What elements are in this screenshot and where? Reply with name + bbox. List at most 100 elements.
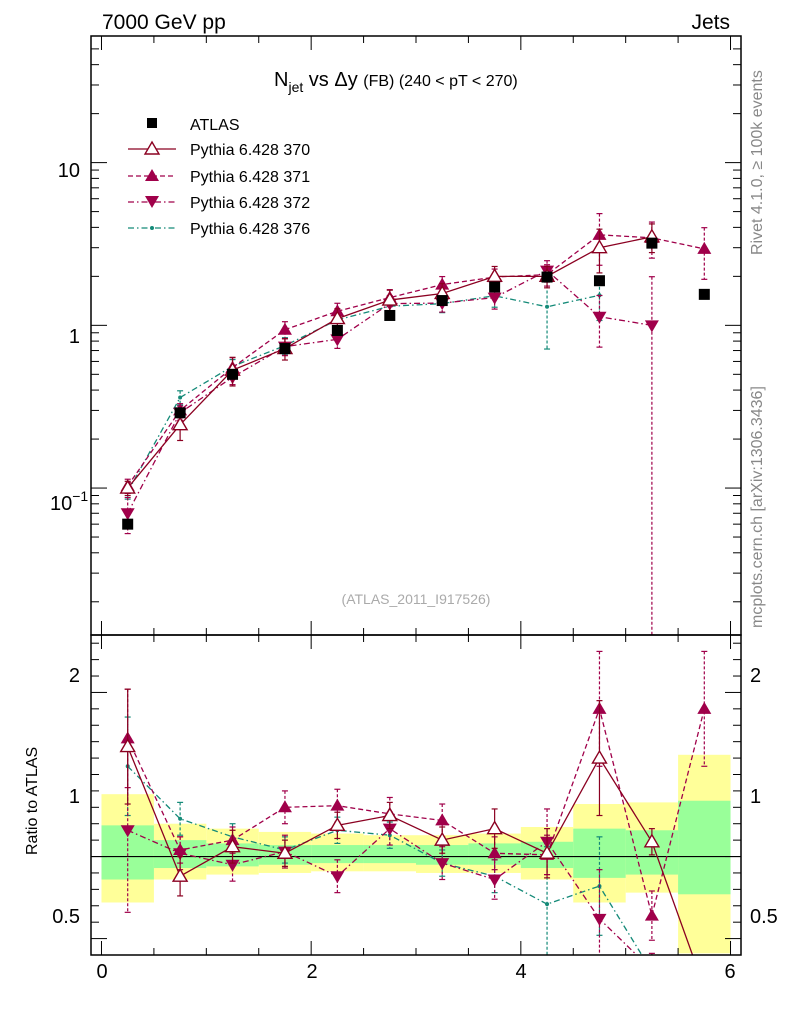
ratio-ytick-right-1: 1 (750, 786, 761, 808)
ratio-point-370-7 (486, 820, 503, 835)
legend-marker-372 (145, 196, 159, 208)
xtick-label-6: 6 (724, 961, 735, 983)
legend-label-376: Pythia 6.428 376 (190, 221, 310, 238)
ratio-point-372-6 (435, 858, 450, 871)
ytick-label-1: 1 (69, 326, 80, 348)
main-point-atlas-7 (489, 281, 501, 293)
ratio-point-371-1 (173, 842, 188, 855)
band-green-6 (416, 845, 469, 865)
ratio-point-371-3 (277, 800, 292, 813)
ratio-line-376 (127, 765, 643, 955)
ratio-point-370-8 (538, 844, 556, 859)
main-point-atlas-6 (436, 295, 448, 307)
main-point-atlas-4 (331, 324, 343, 336)
band-green-4 (311, 845, 364, 864)
ratio-point-376-1 (178, 816, 183, 821)
legend-marker-370 (143, 140, 161, 155)
ratio-point-376-10 (650, 969, 654, 973)
main-point-370-5 (381, 291, 399, 306)
ratio-ytick-left-1: 1 (69, 786, 80, 808)
ratio-point-371-10 (644, 908, 659, 921)
mcplots-label: mcplots.cern.ch [arXiv:1306.3436] (749, 386, 766, 628)
main-point-atlas-9 (593, 275, 605, 287)
ytick-label-0.1-exp: −1 (72, 488, 88, 504)
rivet-label: Rivet 4.1.0, ≥ 100k events (749, 70, 766, 255)
ratio-plot (91, 650, 741, 993)
ratio-point-370-0 (119, 738, 136, 753)
main-point-371-11 (697, 241, 712, 254)
legend: ATLAS Pythia 6.428 370 Pythia 6.428 371 … (128, 117, 310, 238)
ratio-point-371-11 (697, 701, 712, 714)
main-point-370-1 (171, 416, 189, 431)
band-green-5 (363, 845, 416, 864)
main-point-372-9 (592, 311, 607, 324)
legend-marker-atlas (147, 118, 157, 128)
ratio-point-372-9 (592, 913, 607, 926)
main-point-376-1 (178, 395, 183, 400)
main-point-atlas-3 (279, 343, 291, 355)
main-point-371-3 (277, 322, 292, 335)
ytick-label-0.1: 10−1 (50, 488, 88, 515)
main-point-atlas-2 (227, 368, 239, 380)
main-point-370-7 (486, 267, 503, 283)
ratio-line-370 (127, 746, 694, 955)
ratio-point-372-4 (330, 871, 345, 884)
ratio-point-370-6 (433, 831, 451, 846)
main-point-atlas-8 (541, 271, 553, 283)
ratio-line-371 (127, 706, 705, 916)
xtick-label-4: 4 (515, 961, 526, 983)
header-left: 7000 GeV pp (102, 11, 226, 34)
main-point-atlas-10 (646, 237, 658, 249)
ratio-point-370-11 (697, 981, 711, 993)
main-line-370 (127, 236, 653, 489)
main-point-370-9 (591, 239, 608, 254)
ratio-point-370-4 (329, 816, 346, 832)
title-sub: jet (287, 79, 303, 95)
main-point-372-0 (120, 508, 135, 521)
title-range: (240 < pT < 270) (394, 73, 517, 90)
ratio-point-371-7 (487, 846, 502, 859)
main-point-376-8 (545, 304, 550, 309)
title-main: N (274, 69, 288, 91)
ratio-point-372-7 (487, 874, 502, 887)
ratio-ytick-left-2: 2 (69, 665, 80, 687)
main-point-372-4 (330, 334, 345, 347)
axes-ticks (91, 35, 741, 956)
title-rest: vs Δy (303, 69, 363, 91)
main-line-376 (127, 294, 600, 492)
main-point-atlas-5 (384, 309, 396, 321)
ratio-ylabel: Ratio to ATLAS (24, 747, 41, 855)
legend-marker-371 (145, 169, 159, 181)
main-point-370-4 (329, 310, 346, 325)
ratio-ytick-left-0.5: 0.5 (52, 906, 80, 928)
ratio-frame (90, 634, 742, 956)
main-plot (119, 213, 712, 635)
ratio-point-376-8 (545, 902, 550, 907)
ratio-point-370-2 (224, 838, 241, 853)
main-point-372-10 (644, 320, 659, 333)
ratio-point-372-0 (120, 825, 135, 838)
main-point-370-0 (119, 479, 136, 494)
title-fb: (FB) (363, 73, 394, 90)
ratio-point-372-2 (225, 859, 240, 872)
xtick-label-0: 0 (96, 961, 107, 983)
header-right: Jets (691, 11, 730, 34)
legend-label-370: Pythia 6.428 370 (190, 142, 310, 159)
watermark: (ATLAS_2011_I917526) (342, 591, 491, 607)
xtick-label-2: 2 (306, 961, 317, 983)
main-point-372-7 (487, 292, 502, 305)
legend-label-371: Pythia 6.428 371 (190, 169, 310, 186)
ratio-point-371-4 (330, 798, 345, 811)
ratio-point-370-3 (276, 844, 294, 859)
main-point-atlas-1 (174, 407, 186, 419)
ratio-ytick-right-0.5: 0.5 (750, 906, 778, 928)
main-frame (90, 35, 742, 636)
ratio-point-370-1 (171, 867, 189, 882)
legend-label-372: Pythia 6.428 372 (190, 195, 310, 212)
legend-label-atlas: ATLAS (190, 117, 240, 134)
ytick-label-0.1-base: 10 (50, 493, 72, 515)
main-point-atlas-0 (122, 518, 134, 530)
main-point-atlas-11 (698, 288, 710, 300)
ratio-point-370-5 (381, 807, 399, 822)
